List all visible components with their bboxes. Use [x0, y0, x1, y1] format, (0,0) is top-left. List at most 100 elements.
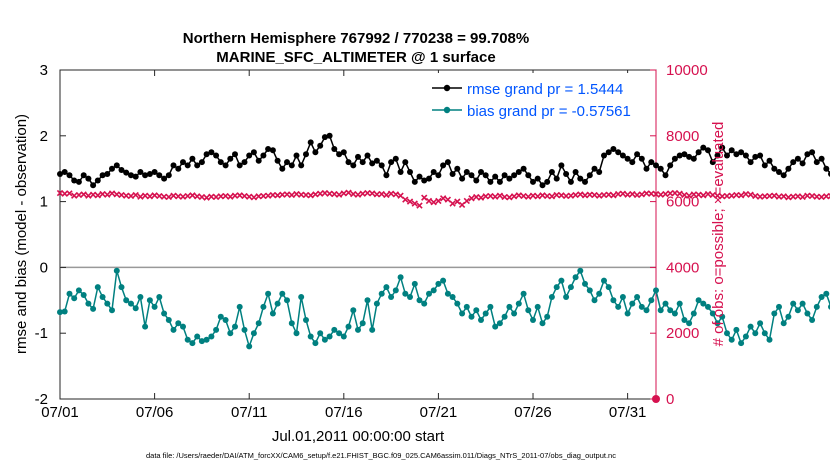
chart-title: Northern Hemisphere 767992 / 770238 = 99… — [183, 30, 529, 47]
series-rmse-point — [496, 178, 503, 185]
series-rmse-point — [676, 152, 683, 159]
series-rmse-point — [766, 157, 773, 164]
chart-subtitle: MARINE_SFC_ALTIMETER @ 1 surface — [216, 49, 495, 66]
series-nobs-point — [652, 190, 660, 198]
series-nobs-point — [127, 192, 135, 200]
y-right-tick-label: 10000 — [666, 62, 708, 79]
series-bias — [57, 267, 830, 350]
series-bias-point — [690, 310, 697, 317]
series-rmse-point — [359, 159, 366, 166]
series-nobs-point — [184, 192, 191, 200]
series-bias-point — [776, 303, 782, 310]
series-bias-point — [463, 303, 470, 310]
series-bias-point — [113, 267, 120, 274]
y-left-tick-label: 3 — [40, 62, 48, 79]
series-rmse-point — [170, 162, 177, 169]
series-rmse-point — [260, 152, 267, 159]
series-bias-point — [85, 300, 92, 307]
series-bias-point — [487, 303, 494, 310]
series-bias-point — [567, 284, 574, 291]
series-bias-point — [534, 303, 541, 310]
series-rmse-point — [80, 172, 87, 179]
series-bias-point — [719, 313, 726, 320]
series-rmse-point — [686, 153, 693, 160]
series-rmse-point — [506, 175, 513, 182]
series-rmse-point — [657, 165, 664, 172]
series-bias-point — [823, 290, 830, 297]
series-nobs-point — [321, 189, 329, 197]
series-nobs-point — [293, 190, 300, 198]
series-rmse-point — [742, 152, 749, 159]
series-rmse — [57, 132, 830, 189]
series-nobs-point — [104, 191, 111, 198]
series-bias-point — [738, 340, 745, 347]
series-nobs-point — [194, 193, 201, 200]
series-rmse-point — [307, 139, 314, 146]
series-bias-point — [246, 343, 253, 350]
series-nobs-point — [236, 192, 243, 199]
series-nobs-point — [56, 189, 64, 197]
series-bias-point — [383, 284, 390, 291]
plot-area — [59, 69, 657, 400]
series-nobs-point — [596, 192, 603, 199]
series-nobs-point — [808, 192, 816, 200]
series-bias-point — [161, 310, 168, 317]
series-rmse-point — [279, 165, 286, 172]
series-bias-point — [813, 303, 820, 310]
series-rmse-point — [648, 159, 655, 166]
series-bias-point — [548, 294, 555, 300]
series-bias-point — [326, 333, 333, 340]
series-bias-point — [217, 313, 224, 320]
series-bias-point — [241, 326, 248, 333]
series-nobs-point — [610, 192, 617, 199]
series-nobs-point — [335, 191, 343, 198]
series-bias-point — [170, 326, 177, 333]
series-bias-point — [165, 317, 172, 323]
series-rmse-point — [250, 149, 257, 156]
series-bias-point — [378, 290, 385, 297]
series-rmse-point — [662, 172, 669, 179]
series-rmse-point — [563, 171, 570, 177]
series-nobs-point — [737, 192, 745, 199]
series-rmse-point — [615, 149, 622, 156]
series-bias-point — [274, 300, 281, 307]
series-rmse-point — [227, 155, 234, 162]
series-bias-point — [586, 287, 593, 294]
series-rmse-point — [653, 162, 659, 169]
series-bias-point — [596, 290, 603, 297]
series-nobs-point — [529, 192, 537, 199]
series-bias-point — [250, 330, 257, 337]
series-nobs-point — [75, 191, 83, 199]
series-bias-point — [520, 290, 527, 297]
series-rmse-point — [752, 153, 759, 160]
series-nobs-point — [411, 200, 418, 207]
series-bias-point — [747, 323, 754, 330]
series-bias-point — [156, 294, 163, 300]
series-rmse-point — [426, 175, 432, 182]
series-rmse-point — [823, 165, 830, 172]
series-nobs-point — [794, 193, 802, 200]
series-bias-point — [733, 326, 740, 333]
series-nobs-point — [378, 190, 385, 198]
series-bias-point — [601, 277, 607, 284]
series-bias-point — [700, 300, 707, 307]
series-rmse-point — [638, 155, 645, 162]
series-rmse-point — [605, 149, 612, 156]
y-left-tick-label: -1 — [35, 325, 48, 342]
series-rmse-point — [402, 159, 409, 166]
series-bias-point — [799, 300, 806, 307]
series-rmse-point — [577, 175, 584, 182]
series-bias-point — [99, 294, 106, 300]
series-bias-point — [180, 323, 186, 330]
series-nobs-point — [241, 192, 248, 200]
series-rmse-point — [113, 162, 120, 169]
series-bias-point — [676, 300, 683, 307]
series-rmse-point — [246, 152, 253, 159]
series-bias-point — [312, 340, 319, 347]
series-rmse-point — [298, 162, 305, 169]
series-nobs-point — [132, 191, 139, 199]
y-right-tick-label: 4000 — [666, 259, 699, 276]
series-rmse-point — [411, 178, 418, 185]
series-rmse-point — [397, 169, 404, 175]
